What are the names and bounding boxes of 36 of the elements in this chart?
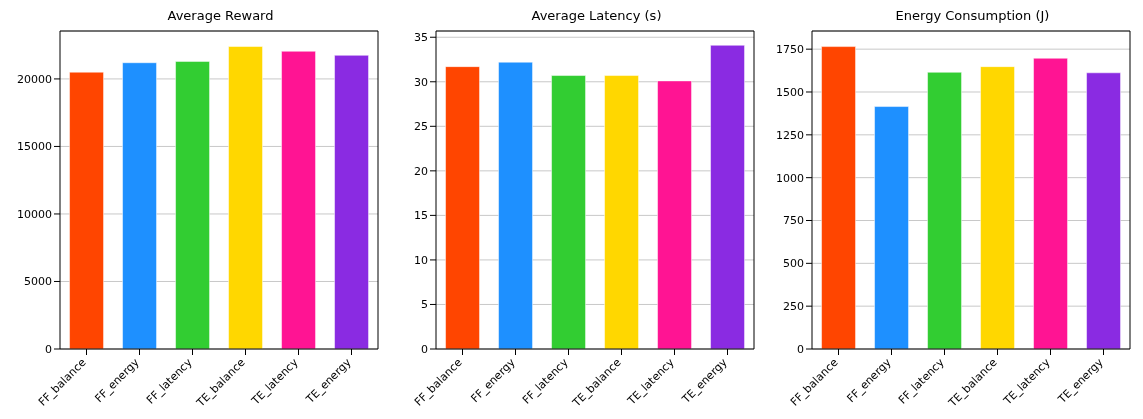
y-tick-label: 30 [414, 75, 428, 89]
y-tick-label: 15 [414, 209, 428, 223]
y-tick-label: 250 [783, 300, 804, 314]
y-tick-label: 10 [414, 253, 428, 267]
y-tick-label: 10000 [17, 207, 52, 221]
bar [657, 80, 692, 349]
y-tick-label: 35 [414, 31, 428, 45]
bar [445, 66, 480, 349]
y-tick-label: 20000 [17, 72, 52, 86]
y-tick-label: 1750 [776, 43, 804, 57]
y-tick-label: 25 [414, 120, 428, 134]
chart-title: Energy Consumption (J) [894, 8, 1051, 25]
bar [604, 75, 639, 349]
y-tick-label: 15000 [17, 140, 52, 154]
y-tick-label: 1000 [776, 171, 804, 185]
bar [551, 75, 586, 349]
y-tick-label: 500 [783, 257, 804, 271]
bar [710, 45, 745, 349]
y-tick-label: 750 [783, 214, 804, 228]
bar [1033, 57, 1068, 349]
bar [498, 61, 533, 349]
y-tick-label: 1250 [776, 128, 804, 142]
y-tick-label: 5 [421, 298, 428, 312]
chart-title: Average Latency (s) [530, 8, 663, 25]
bar [1086, 72, 1121, 349]
y-tick-label: 0 [797, 342, 804, 356]
y-tick-label: 1500 [776, 85, 804, 99]
y-tick-label: 0 [421, 342, 428, 356]
y-tick-label: 0 [45, 342, 52, 356]
bar [980, 66, 1015, 349]
bar [927, 72, 962, 349]
bar [821, 46, 856, 349]
chart-title: Average Reward [166, 8, 275, 25]
y-tick-label: 5000 [24, 275, 52, 289]
bar [874, 106, 909, 349]
y-tick-label: 20 [414, 164, 428, 178]
